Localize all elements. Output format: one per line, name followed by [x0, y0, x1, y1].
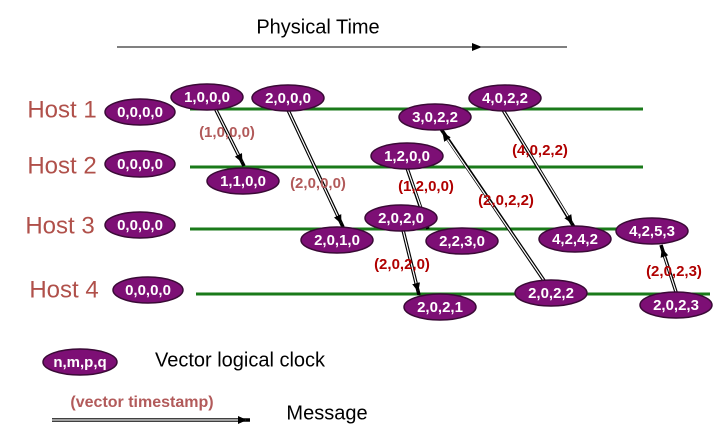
title: Physical Time — [256, 16, 379, 38]
event: 1,0,0,0 — [170, 83, 244, 111]
event-label: 2,2,3,0 — [439, 233, 485, 250]
event: 2,0,1,0 — [300, 226, 374, 254]
event-ellipse — [639, 291, 713, 319]
event-ellipse — [206, 167, 280, 195]
initial-clock: 0,0,0,0 — [104, 211, 176, 239]
legend-timestamp: (vector timestamp) — [70, 394, 213, 411]
event-label: 2,0,2,0 — [378, 210, 424, 227]
initial-clock: 0,0,0,0 — [104, 150, 176, 178]
event: 1,2,0,0 — [370, 142, 444, 170]
event-ellipse — [514, 279, 588, 307]
message-arrow — [214, 107, 243, 163]
event: 2,0,2,1 — [403, 293, 477, 321]
message-label: (2,0,2,3) — [646, 263, 702, 280]
event-label: 4,0,2,2 — [482, 90, 528, 107]
clock-label: 0,0,0,0 — [117, 156, 163, 173]
host-label: Host 2 — [27, 152, 96, 179]
event-label: 2,0,2,1 — [417, 299, 463, 316]
message-label: (2,0,2,2) — [478, 192, 534, 209]
event-label: 2,0,2,2 — [528, 285, 574, 302]
host-label: Host 4 — [29, 276, 98, 303]
event-label: 3,0,2,2 — [412, 109, 458, 126]
event-label: 2,0,2,3 — [653, 297, 699, 314]
clock-label: 0,0,0,0 — [117, 217, 163, 234]
event-label: 1,0,0,0 — [184, 89, 230, 106]
message-label: (1,0,0,0) — [199, 124, 255, 141]
event-ellipse — [425, 227, 499, 255]
host-label: Host 3 — [25, 212, 94, 239]
legend-clock: Vector logical clock — [155, 349, 326, 371]
event: 4,2,4,2 — [538, 225, 612, 253]
clock-label: 0,0,0,0 — [117, 104, 163, 121]
event-label: 2,0,1,0 — [314, 232, 360, 249]
legend-symbol-label: n,m,p,q — [53, 354, 106, 371]
clock-label: 0,0,0,0 — [125, 282, 171, 299]
event-ellipse — [468, 84, 542, 112]
event: 2,0,2,3 — [639, 291, 713, 319]
message-arrow — [287, 109, 342, 224]
legend-message: Message — [286, 402, 367, 424]
initial-clock: 0,0,0,0 — [104, 98, 176, 126]
event-ellipse — [403, 293, 477, 321]
event-ellipse — [251, 84, 325, 112]
messages — [213, 107, 678, 296]
message-arrow — [442, 132, 546, 283]
message-label: (2,0,2,0) — [374, 256, 430, 273]
event-ellipse — [364, 204, 438, 232]
event-ellipse — [300, 226, 374, 254]
initial-clock: 0,0,0,0 — [112, 276, 184, 304]
message-label: (1,2,0,0) — [398, 178, 454, 195]
event-label: 4,2,5,3 — [629, 223, 675, 240]
message-label: (2,0,0,0) — [290, 175, 346, 192]
event: 3,0,2,2 — [398, 103, 472, 131]
event: 2,0,2,2 — [514, 279, 588, 307]
event: 4,0,2,2 — [468, 84, 542, 112]
event-ellipse — [538, 225, 612, 253]
event: 2,2,3,0 — [425, 227, 499, 255]
event-ellipse — [370, 142, 444, 170]
message-arrow — [660, 248, 677, 293]
event-label: 1,1,0,0 — [220, 173, 266, 190]
message-arrow — [402, 229, 420, 292]
message-arrow — [502, 109, 573, 224]
host-label: Host 1 — [27, 96, 96, 123]
event-ellipse — [170, 83, 244, 111]
time-arrow — [472, 43, 482, 51]
event: 2,0,0,0 — [251, 84, 325, 112]
message-label: (4,0,2,2) — [512, 142, 568, 159]
event-ellipse — [398, 103, 472, 131]
event-ellipse — [615, 217, 689, 245]
event: 1,1,0,0 — [206, 167, 280, 195]
event: 4,2,5,3 — [615, 217, 689, 245]
event: 2,0,2,0 — [364, 204, 438, 232]
legend-symbol: n,m,p,q — [42, 348, 118, 376]
event-label: 2,0,0,0 — [265, 90, 311, 107]
event-label: 1,2,0,0 — [384, 148, 430, 165]
event-label: 4,2,4,2 — [552, 231, 598, 248]
